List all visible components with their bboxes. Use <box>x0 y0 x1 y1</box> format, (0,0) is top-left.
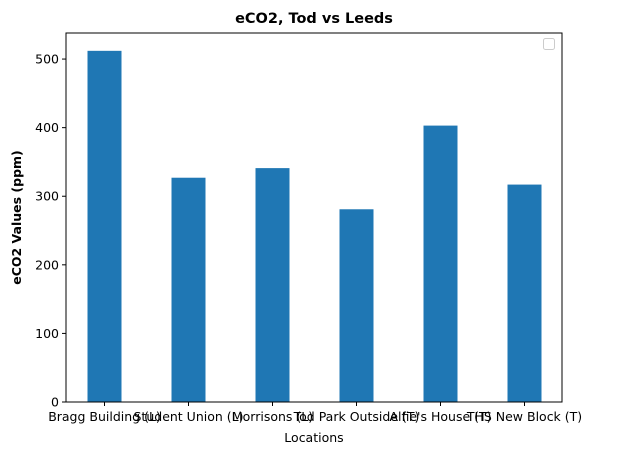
x-tick-label: Morrisons (L) <box>232 409 313 424</box>
chart-title: eCO2, Tod vs Leeds <box>235 11 393 27</box>
y-tick-label: 400 <box>35 120 59 135</box>
bar <box>507 184 542 402</box>
y-tick-label: 200 <box>35 257 59 272</box>
x-tick-label: THS New Block (T) <box>466 409 582 424</box>
plot-frame <box>65 32 563 403</box>
bar <box>255 168 290 402</box>
x-tick-label: Student Union (L) <box>134 409 244 424</box>
x-axis: Bragg Building (L)Student Union (L)Morri… <box>48 402 582 424</box>
y-tick-label: 300 <box>35 189 59 204</box>
y-tick-label: 0 <box>51 395 59 410</box>
x-tick-label: Alfie's House (T) <box>389 409 491 424</box>
y-tick-label: 500 <box>35 52 59 67</box>
bar <box>339 209 374 402</box>
y-axis-label: eCO2 Values (ppm) <box>9 150 24 285</box>
x-tick-label: Bragg Building (L) <box>48 409 161 424</box>
bars-group <box>87 50 542 403</box>
y-tick-label: 100 <box>35 326 59 341</box>
bar <box>423 125 458 403</box>
y-axis: 0 100 200 300 400 500 <box>35 52 66 410</box>
bar <box>87 50 122 403</box>
legend-box <box>543 38 555 50</box>
x-tick-label: Tod Park Outside (T) <box>293 409 420 424</box>
bar <box>171 177 206 402</box>
x-axis-label: Locations <box>284 430 343 445</box>
